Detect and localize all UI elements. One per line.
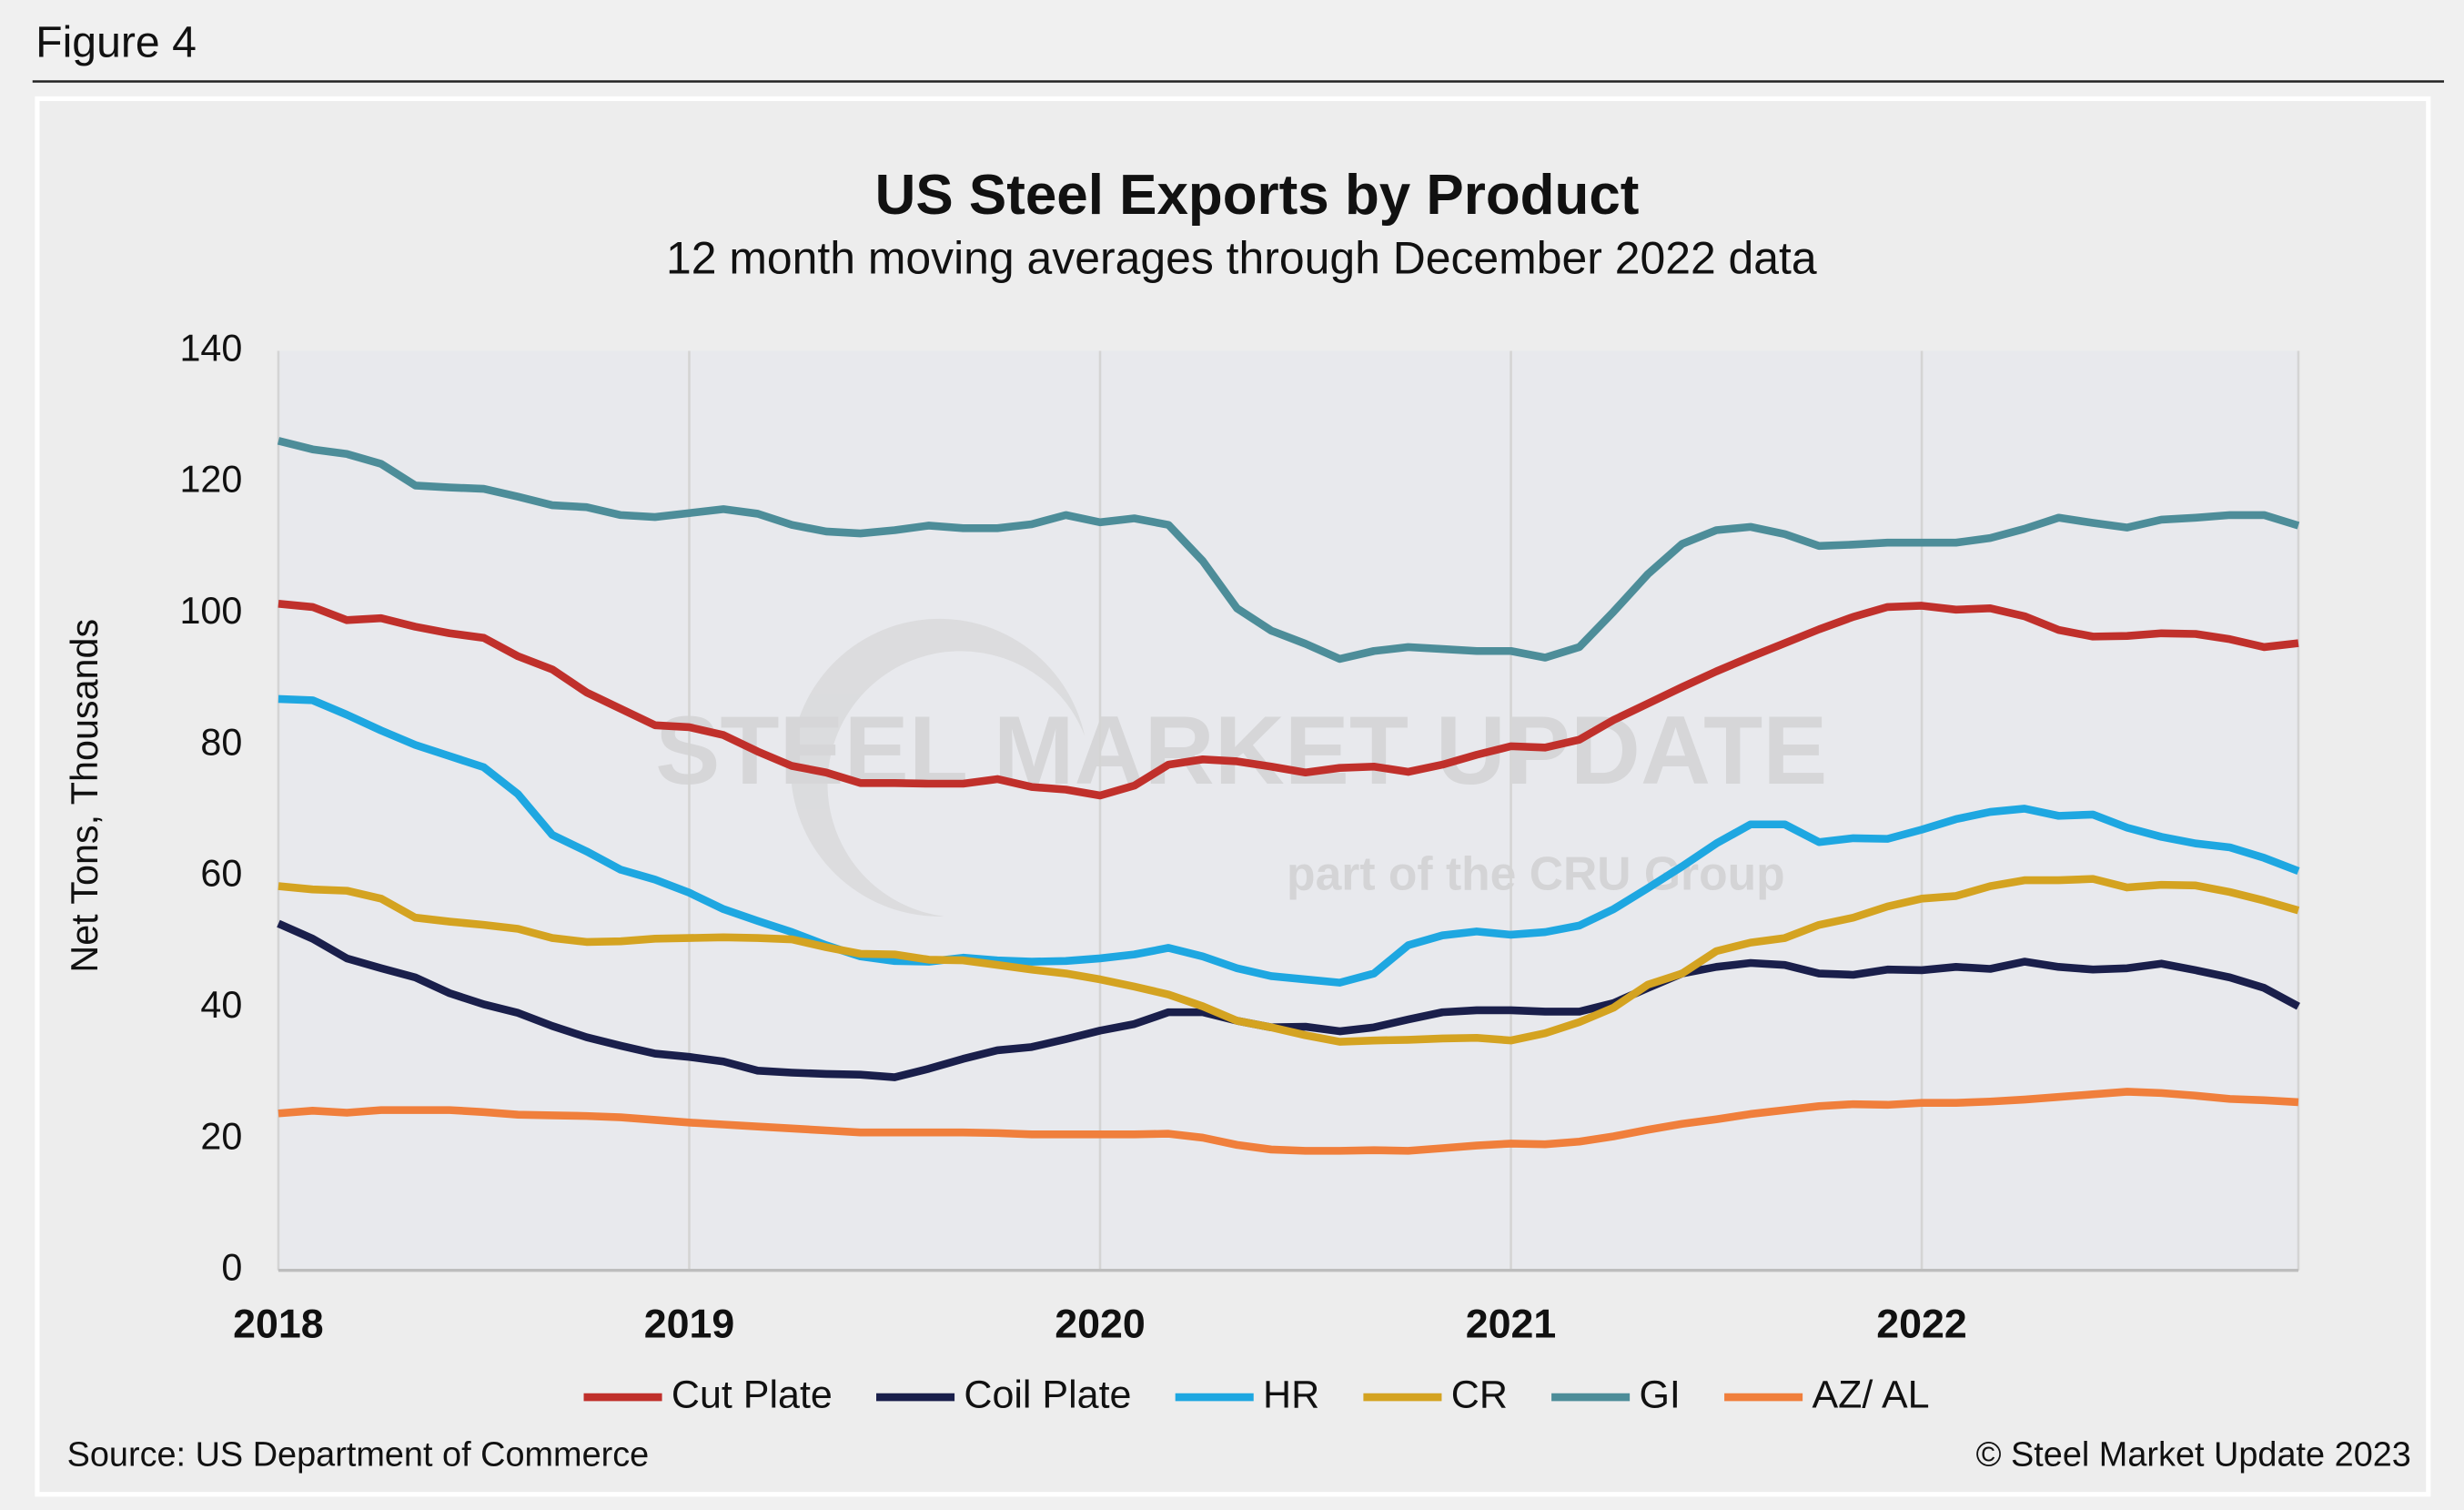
figure-label: Figure 4: [35, 18, 197, 67]
legend-label: GI: [1639, 1373, 1680, 1416]
y-tick-label: 80: [200, 721, 242, 763]
legend-label: AZ/ AL: [1812, 1373, 1929, 1416]
watermark-brand: STEEL MARKET UPDATE: [655, 695, 1827, 805]
legend: Cut Plate Coil Plate HR CR GI AZ/ AL: [583, 1373, 1930, 1416]
x-tick-label: 2019: [644, 1301, 735, 1346]
watermark-tagline: part of the CRU Group: [1287, 846, 1785, 899]
y-tick-label: 60: [200, 853, 242, 895]
legend-label: Cut Plate: [672, 1373, 833, 1416]
y-tick-label: 20: [200, 1115, 242, 1157]
y-axis-label: Net Tons, Thousands: [64, 619, 106, 973]
y-tick-label: 100: [179, 590, 242, 632]
y-tick-label: 120: [179, 459, 242, 501]
chart-title: US Steel Exports by Product: [875, 164, 1640, 227]
series-line: [277, 437, 2300, 664]
y-tick-label: 40: [200, 984, 242, 1026]
series-line: [278, 1088, 2299, 1155]
legend-label: CR: [1451, 1373, 1508, 1416]
y-tick-label: 140: [179, 327, 242, 369]
series-line: [278, 694, 2300, 987]
x-tick-label: 2022: [1876, 1301, 1967, 1346]
series-line: [278, 600, 2299, 800]
series-line: [278, 875, 2300, 1046]
y-tick-label: 0: [221, 1247, 242, 1289]
legend-label: Coil Plate: [964, 1373, 1131, 1416]
x-tick-label: 2021: [1466, 1301, 1557, 1346]
x-tick-label: 2020: [1055, 1301, 1146, 1346]
copyright-note: © Steel Market Update 2023: [1976, 1435, 2411, 1474]
chart-subtitle: 12 month moving averages through Decembe…: [666, 233, 1817, 284]
legend-label: HR: [1263, 1373, 1319, 1416]
x-tick-label: 2018: [233, 1301, 324, 1346]
source-note: Source: US Department of Commerce: [67, 1435, 650, 1474]
series-line: [277, 919, 2301, 1081]
